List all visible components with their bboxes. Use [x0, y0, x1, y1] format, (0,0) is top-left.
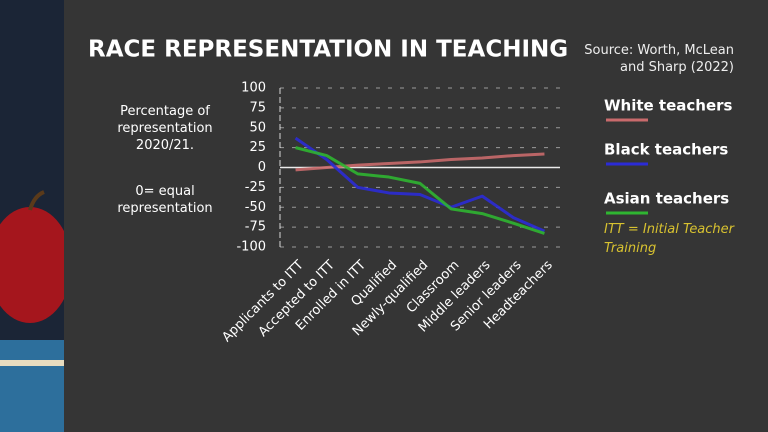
series-line [294, 136, 546, 233]
series-line [295, 146, 545, 235]
y-tick-label: 0 [258, 160, 266, 175]
source: Source: Worth, McLean and Sharp (2022) [584, 43, 734, 75]
y-tick-label: 100 [241, 81, 266, 96]
series-line [295, 152, 545, 172]
note: ITT = Initial Teacher Training [604, 222, 735, 256]
pages [0, 360, 70, 366]
y-tick-label: 25 [249, 140, 266, 155]
books [0, 340, 70, 432]
y-tick-label: 75 [249, 100, 266, 115]
annotation: 0= equal representation [117, 184, 213, 216]
chalkboard [64, 0, 768, 432]
y-tick-label: 50 [249, 120, 266, 135]
y-label: Percentage of representation 2020/21. [117, 104, 213, 153]
apple-stem [28, 190, 45, 211]
legend-label: Black teachers [604, 141, 728, 159]
chart-title: RACE REPRESENTATION IN TEACHING [88, 37, 568, 63]
y-tick-label: -75 [245, 220, 266, 235]
y-tick-label: -25 [245, 180, 266, 195]
y-tick-label: -50 [245, 200, 266, 215]
apple [0, 207, 72, 323]
y-tick-label: -100 [236, 240, 266, 255]
legend-label: White teachers [604, 97, 733, 115]
legend-label: Asian teachers [604, 190, 729, 208]
